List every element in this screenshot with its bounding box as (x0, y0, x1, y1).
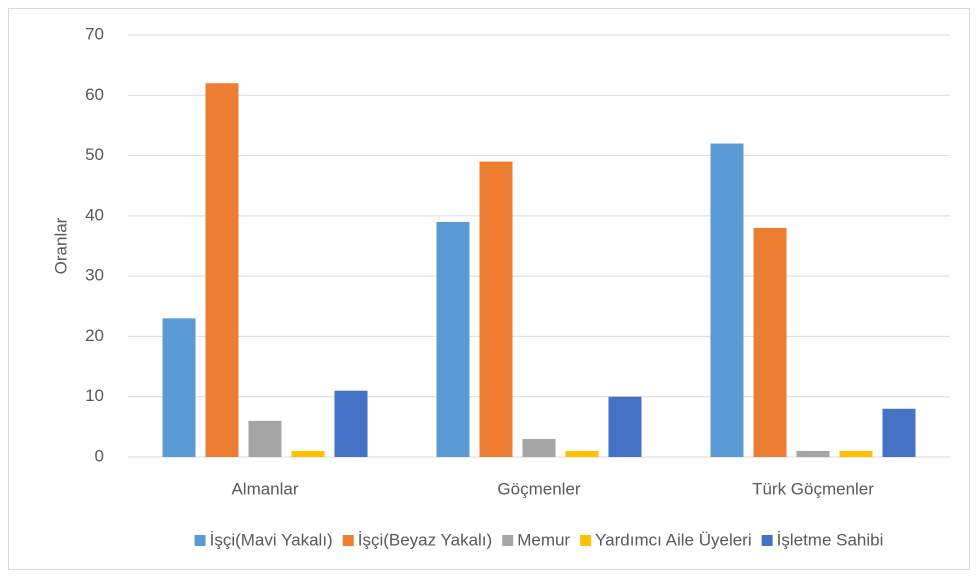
x-tick-label: Göçmenler (497, 479, 580, 498)
x-tick-label: Türk Göçmenler (752, 479, 874, 498)
y-tick-label: 50 (85, 145, 104, 164)
bar (839, 450, 873, 457)
y-tick-label: 40 (85, 205, 104, 224)
bar (565, 450, 599, 457)
bar (882, 408, 916, 457)
bar (479, 161, 513, 457)
y-axis-label: Oranlar (51, 217, 70, 274)
bar (796, 450, 830, 457)
bar (436, 221, 470, 457)
legend-swatch (194, 535, 206, 546)
legend-label: İşletme Sahibi (777, 530, 884, 549)
x-tick-label: Almanlar (231, 479, 298, 498)
bar (334, 390, 368, 457)
legend-swatch (761, 535, 773, 546)
legend-swatch (580, 535, 592, 546)
y-tick-label: 10 (85, 386, 104, 405)
y-tick-label: 20 (85, 326, 104, 345)
y-tick-label: 60 (85, 85, 104, 104)
legend-label: Yardımcı Aile Üyeleri (595, 530, 752, 549)
y-tick-label: 70 (85, 24, 104, 43)
bar (522, 438, 556, 457)
legend-label: İşçi(Mavi Yakalı) (210, 530, 333, 549)
bar (205, 83, 239, 457)
bar (162, 318, 196, 457)
bar (248, 420, 282, 457)
legend-swatch (502, 535, 514, 546)
bar (753, 227, 787, 457)
bar (710, 143, 744, 457)
y-tick-label: 0 (95, 446, 104, 465)
legend-label: İşçi(Beyaz Yakalı) (358, 530, 492, 549)
legend-swatch (342, 535, 354, 546)
bar (608, 396, 642, 457)
y-tick-label: 30 (85, 266, 104, 285)
bar (291, 450, 325, 457)
legend-label: Memur (517, 530, 570, 549)
